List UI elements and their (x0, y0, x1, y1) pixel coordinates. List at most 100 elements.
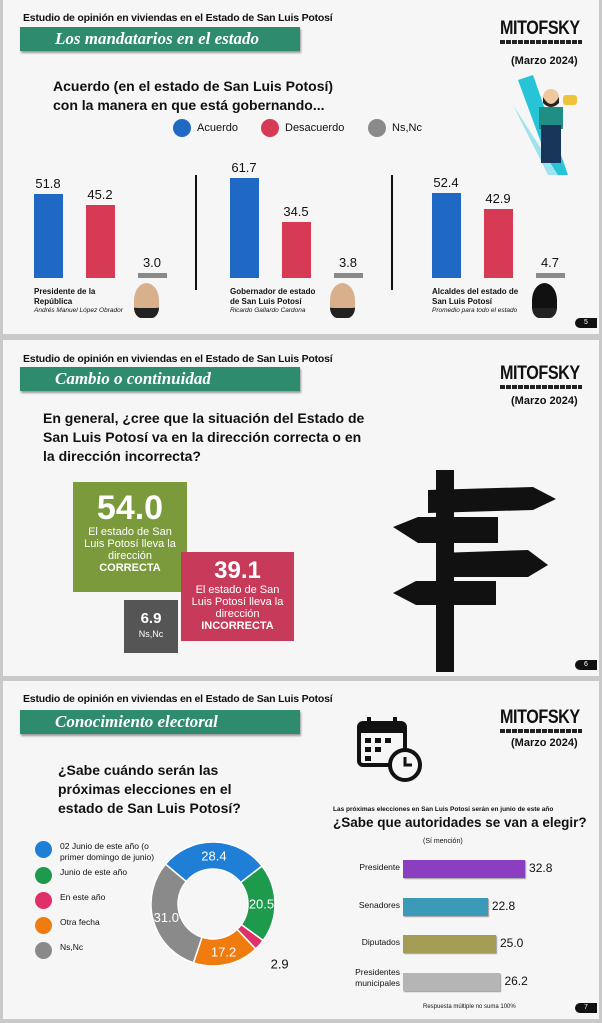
bar (536, 273, 565, 278)
page-number: 5 (575, 318, 597, 328)
avatar-photo (330, 283, 355, 318)
bar (86, 204, 115, 278)
category-label: Senadores (358, 899, 400, 910)
logo-text: MITOFSKY (500, 363, 580, 384)
bar-value: 32.8 (529, 861, 553, 875)
bar (403, 935, 496, 953)
bar-value: 42.9 (485, 190, 511, 206)
chart-title: ¿Sabe que autoridades se van a elegir? (333, 815, 587, 830)
legend-marker (173, 119, 191, 137)
divider (391, 175, 393, 290)
slide-title: Los mandatarios en el estado (20, 27, 300, 51)
legend-label: Desacuerdo (285, 122, 345, 134)
bar (403, 897, 488, 916)
bar-value: 3.8 (338, 255, 358, 270)
slice-label: 2.9 (271, 956, 289, 971)
legend-label: 02 Junio de este año (o primer domingo d… (60, 841, 155, 862)
bar (334, 273, 363, 278)
slide-title: Conocimiento electoral (20, 710, 300, 734)
slice-label: 17.2 (211, 944, 236, 959)
value: 39.1 (214, 557, 261, 584)
group-label: Presidente de la República (34, 287, 96, 306)
avatar-photo (134, 283, 159, 318)
legend-label: Otra fecha (60, 917, 100, 927)
value: 6.9 (140, 610, 162, 627)
bar (432, 193, 461, 278)
correcta-box: 54.0 El estado de San Luis Potosí lleva … (73, 482, 187, 592)
bar (34, 194, 63, 278)
text: El estado de San Luis Potosí lleva la di… (191, 584, 284, 620)
chart-note: (Sí mención) (423, 838, 463, 845)
bar (138, 273, 167, 278)
group-sublabel: Ricardo Gallardo Cardona (230, 307, 306, 314)
legend-label: Ns,Nc (392, 122, 422, 134)
group-label: Gobernador de estado de San Luis Potosí (230, 287, 316, 306)
mitofsky-logo: MITOFSKY (500, 707, 582, 733)
bar-value: 26.2 (504, 973, 528, 988)
bar-value: 22.8 (491, 898, 516, 913)
bar-value: 34.5 (283, 204, 309, 220)
donut-slice (150, 863, 203, 964)
slice-label: 20.5 (249, 896, 274, 911)
slide-conocimiento: Estudio de opinión en viviendas en el Es… (3, 681, 599, 1019)
slide-header: Estudio de opinión en viviendas en el Es… (23, 12, 333, 24)
legend-marker (35, 892, 52, 909)
bar-value: 3.0 (142, 255, 162, 270)
legend-marker (261, 119, 279, 137)
legend-label: Acuerdo (197, 122, 238, 134)
group-sublabel: Promedio para todo el estado (432, 307, 518, 314)
text: El estado de San Luis Potosí lleva la di… (84, 526, 176, 562)
bar (484, 208, 513, 278)
bar (230, 178, 259, 278)
text: Ns,Nc (138, 629, 164, 639)
bar-value: 25.0 (500, 936, 524, 950)
slide-header: Estudio de opinión en viviendas en el Es… (23, 353, 333, 365)
category-label: Presidente (359, 862, 400, 872)
slide-cambio: Estudio de opinión en viviendas en el Es… (3, 340, 599, 676)
group-label: Alcaldes del estado de San Luis Potosí (432, 287, 519, 306)
speaker-illustration (513, 75, 577, 175)
divider (195, 175, 197, 290)
bar-value: 61.7 (231, 160, 257, 176)
logo-text: MITOFSKY (500, 707, 580, 728)
legend-marker (35, 917, 52, 934)
calendar-clock-icon (357, 717, 422, 782)
slide-mandatarios: Estudio de opinión en viviendas en el Es… (3, 0, 599, 334)
avatar-photo (532, 283, 557, 318)
bar-value: 51.8 (35, 176, 61, 192)
category-label: Diputados (361, 937, 400, 947)
page-number: 7 (575, 1003, 597, 1013)
legend-marker (368, 119, 386, 137)
signpost-illustration (393, 470, 556, 672)
nsnc-box: 6.9 Ns,Nc (124, 600, 178, 653)
question: Acuerdo (en el estado de San Luis Potosí… (53, 78, 334, 113)
category-label: Presidentes municipales (355, 966, 400, 988)
legend-marker (35, 841, 52, 858)
legend-label: Ns,Nc (60, 942, 84, 952)
bar (403, 972, 501, 991)
bar (282, 222, 311, 278)
bar-value: 4.7 (540, 255, 560, 270)
value: 54.0 (96, 489, 164, 527)
bar-value: 45.2 (87, 186, 113, 202)
incorrecta-box: 39.1 El estado de San Luis Potosí lleva … (181, 552, 294, 641)
question: En general, ¿cree que la situación del E… (43, 410, 365, 464)
slice-label: 28.4 (201, 849, 226, 864)
legend-label: Junio de este año (60, 867, 128, 877)
survey-date: (Marzo 2024) (511, 395, 578, 407)
group-sublabel: Andrés Manuel López Obrador (34, 307, 123, 314)
legend-label: En este año (60, 892, 106, 902)
bar (403, 860, 526, 878)
legend-marker (35, 942, 52, 959)
chart-subtitle: Las próximas elecciones en San Luis Poto… (333, 806, 554, 813)
mitofsky-logo: MITOFSKY (500, 18, 582, 44)
slide-header: Estudio de opinión en viviendas en el Es… (23, 693, 333, 705)
bar-value: 52.4 (433, 175, 459, 191)
question: ¿Sabe cuándo serán las próximas eleccion… (58, 762, 241, 816)
slide-title: Cambio o continuidad (20, 367, 300, 391)
survey-date: (Marzo 2024) (511, 737, 578, 749)
slice-label: 31.0 (154, 910, 179, 925)
emph: INCORRECTA (201, 620, 274, 632)
mitofsky-logo: MITOFSKY (500, 363, 582, 389)
survey-date: (Marzo 2024) (511, 55, 578, 67)
